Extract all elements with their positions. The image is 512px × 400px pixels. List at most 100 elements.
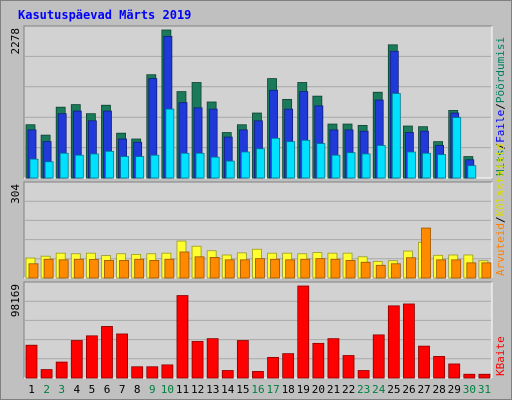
visits-bar-arvuteid [239,259,250,279]
x-tick-label: 25 [387,383,400,396]
hits-bar-pöördumisi [44,161,54,179]
legend-entry: Faile [494,110,507,143]
visits-bar-arvuteid [315,258,326,279]
hits-bar-pöördumisi [331,154,341,179]
visits-bar-arvuteid [466,262,477,279]
hits-bar-pöördumisi [74,154,84,179]
kbytes-bar-kbaite [25,344,38,379]
x-tick-label: 6 [104,383,111,396]
kbytes-bar-kbaite [206,338,219,379]
legend-entry: / [494,143,507,150]
kbytes-bar-kbaite [433,356,446,379]
visits-bar-arvuteid [360,261,371,279]
hits-bar-pöördumisi [135,156,145,179]
legend-top-right: Hits/Faile/Pöördumisi [494,37,507,176]
legend-entry: Arvuteid [494,223,507,276]
x-tick-label: 8 [134,383,141,396]
visits-bar-arvuteid [375,264,386,279]
x-tick-label: 27 [417,383,430,396]
kbytes-bar-kbaite [342,355,355,379]
legend-entry: / [494,216,507,223]
x-tick-label: 9 [149,383,156,396]
visits-bar-arvuteid [119,260,129,279]
x-tick-label: 20 [312,383,325,396]
kbytes-bar-kbaite [101,326,113,379]
kbytes-bar-kbaite [448,363,461,379]
hits-bar-pöördumisi [422,152,431,179]
visits-bar-arvuteid [270,258,280,279]
kbytes-bar-kbaite [403,303,415,379]
kbytes-bar-kbaite [267,356,279,379]
hits-bar-pöördumisi [316,143,326,179]
visits-bar-arvuteid [179,251,190,279]
x-tick-label: 19 [297,383,310,396]
x-tick-label: 29 [448,383,461,396]
y-axis-labels: 2278 304 98169 [9,28,22,317]
kbytes-bar-kbaite [236,340,249,379]
hits-bar-pöördumisi [165,108,175,179]
legend-bottom-right: KBaite [494,336,507,376]
visits-bar-arvuteid [285,259,296,279]
legend-entry: Pöördumisi [494,37,507,103]
kbytes-bar-kbaite [418,345,430,379]
x-tick-label: 7 [119,383,126,396]
hits-bar-pöördumisi [120,156,129,179]
visits-bar-arvuteid [224,259,235,279]
hits-bar-pöördumisi [195,152,205,179]
visits-ymax-label: 304 [9,184,22,204]
x-axis-labels: 1 2 3 4 5 6 7 8 9 10 11 12 13 14 15 16 17 18 19 20 21 22 23 24 2… [28,383,491,396]
x-tick-label: 2 [43,383,50,396]
x-tick-label: 22 [342,383,355,396]
visits-bar-arvuteid [390,263,401,279]
hits-bar-pöördumisi [105,150,114,179]
hits-bar-pöördumisi [391,93,401,179]
legend-entry: Hits [494,150,507,177]
kbytes-bar-kbaite [161,364,174,379]
visits-bar-arvuteid [330,258,341,279]
x-tick-label: 16 [251,383,264,396]
visits-bar-arvuteid [134,258,145,279]
x-tick-label: 11 [176,383,189,396]
x-tick-label: 5 [89,383,96,396]
x-tick-label: 23 [357,383,370,396]
kbytes-bar-kbaite [463,373,476,379]
x-tick-label: 17 [266,383,279,396]
hits-bar-pöördumisi [29,158,39,179]
kbytes-bar-kbaite [478,373,491,379]
hits-bar-pöördumisi [346,152,356,179]
x-tick-label: 26 [402,383,415,396]
x-tick-label: 4 [74,383,81,396]
visits-bar-arvuteid [88,259,99,279]
hits-bar-pöördumisi [210,156,220,179]
hits-bar-pöördumisi [59,152,69,179]
kbytes-bar-kbaite [40,369,53,379]
kbytes-bar-kbaite [116,333,128,379]
chart-title: Kasutuspäevad Märts 2019 [18,8,191,22]
legend-entry: / [494,103,507,110]
hits-bar-pöördumisi [452,117,462,179]
legend-middle-right: Arvuteid/Külastajaid [494,144,507,276]
kbytes-bar-kbaite [297,285,310,379]
x-tick-label: 14 [221,383,235,396]
visits-bar-arvuteid [194,256,205,279]
visits-bar-arvuteid [149,260,160,279]
kbytes-bar-kbaite [387,305,400,379]
visits-bar-arvuteid [209,257,220,279]
x-tick-label: 10 [161,383,174,396]
kbytes-bar-kbaite [372,334,385,379]
visits-bar-arvuteid [255,258,265,279]
hits-ymax-label: 2278 [9,28,22,55]
kbytes-bar-kbaite [221,370,234,379]
x-tick-label: 28 [433,383,446,396]
visits-bar-arvuteid [164,258,175,279]
visits-bar-arvuteid [58,259,69,279]
hits-bar-pöördumisi [240,151,250,179]
x-tick-label: 31 [478,383,491,396]
visits-bar-arvuteid [28,263,39,279]
visits-bar-arvuteid [104,260,114,279]
visits-bar-arvuteid [345,260,356,279]
x-tick-label: 21 [327,383,340,396]
visits-bar-arvuteid [421,227,431,279]
kbytes-bar-kbaite [70,340,83,379]
visits-bar-arvuteid [451,259,462,279]
